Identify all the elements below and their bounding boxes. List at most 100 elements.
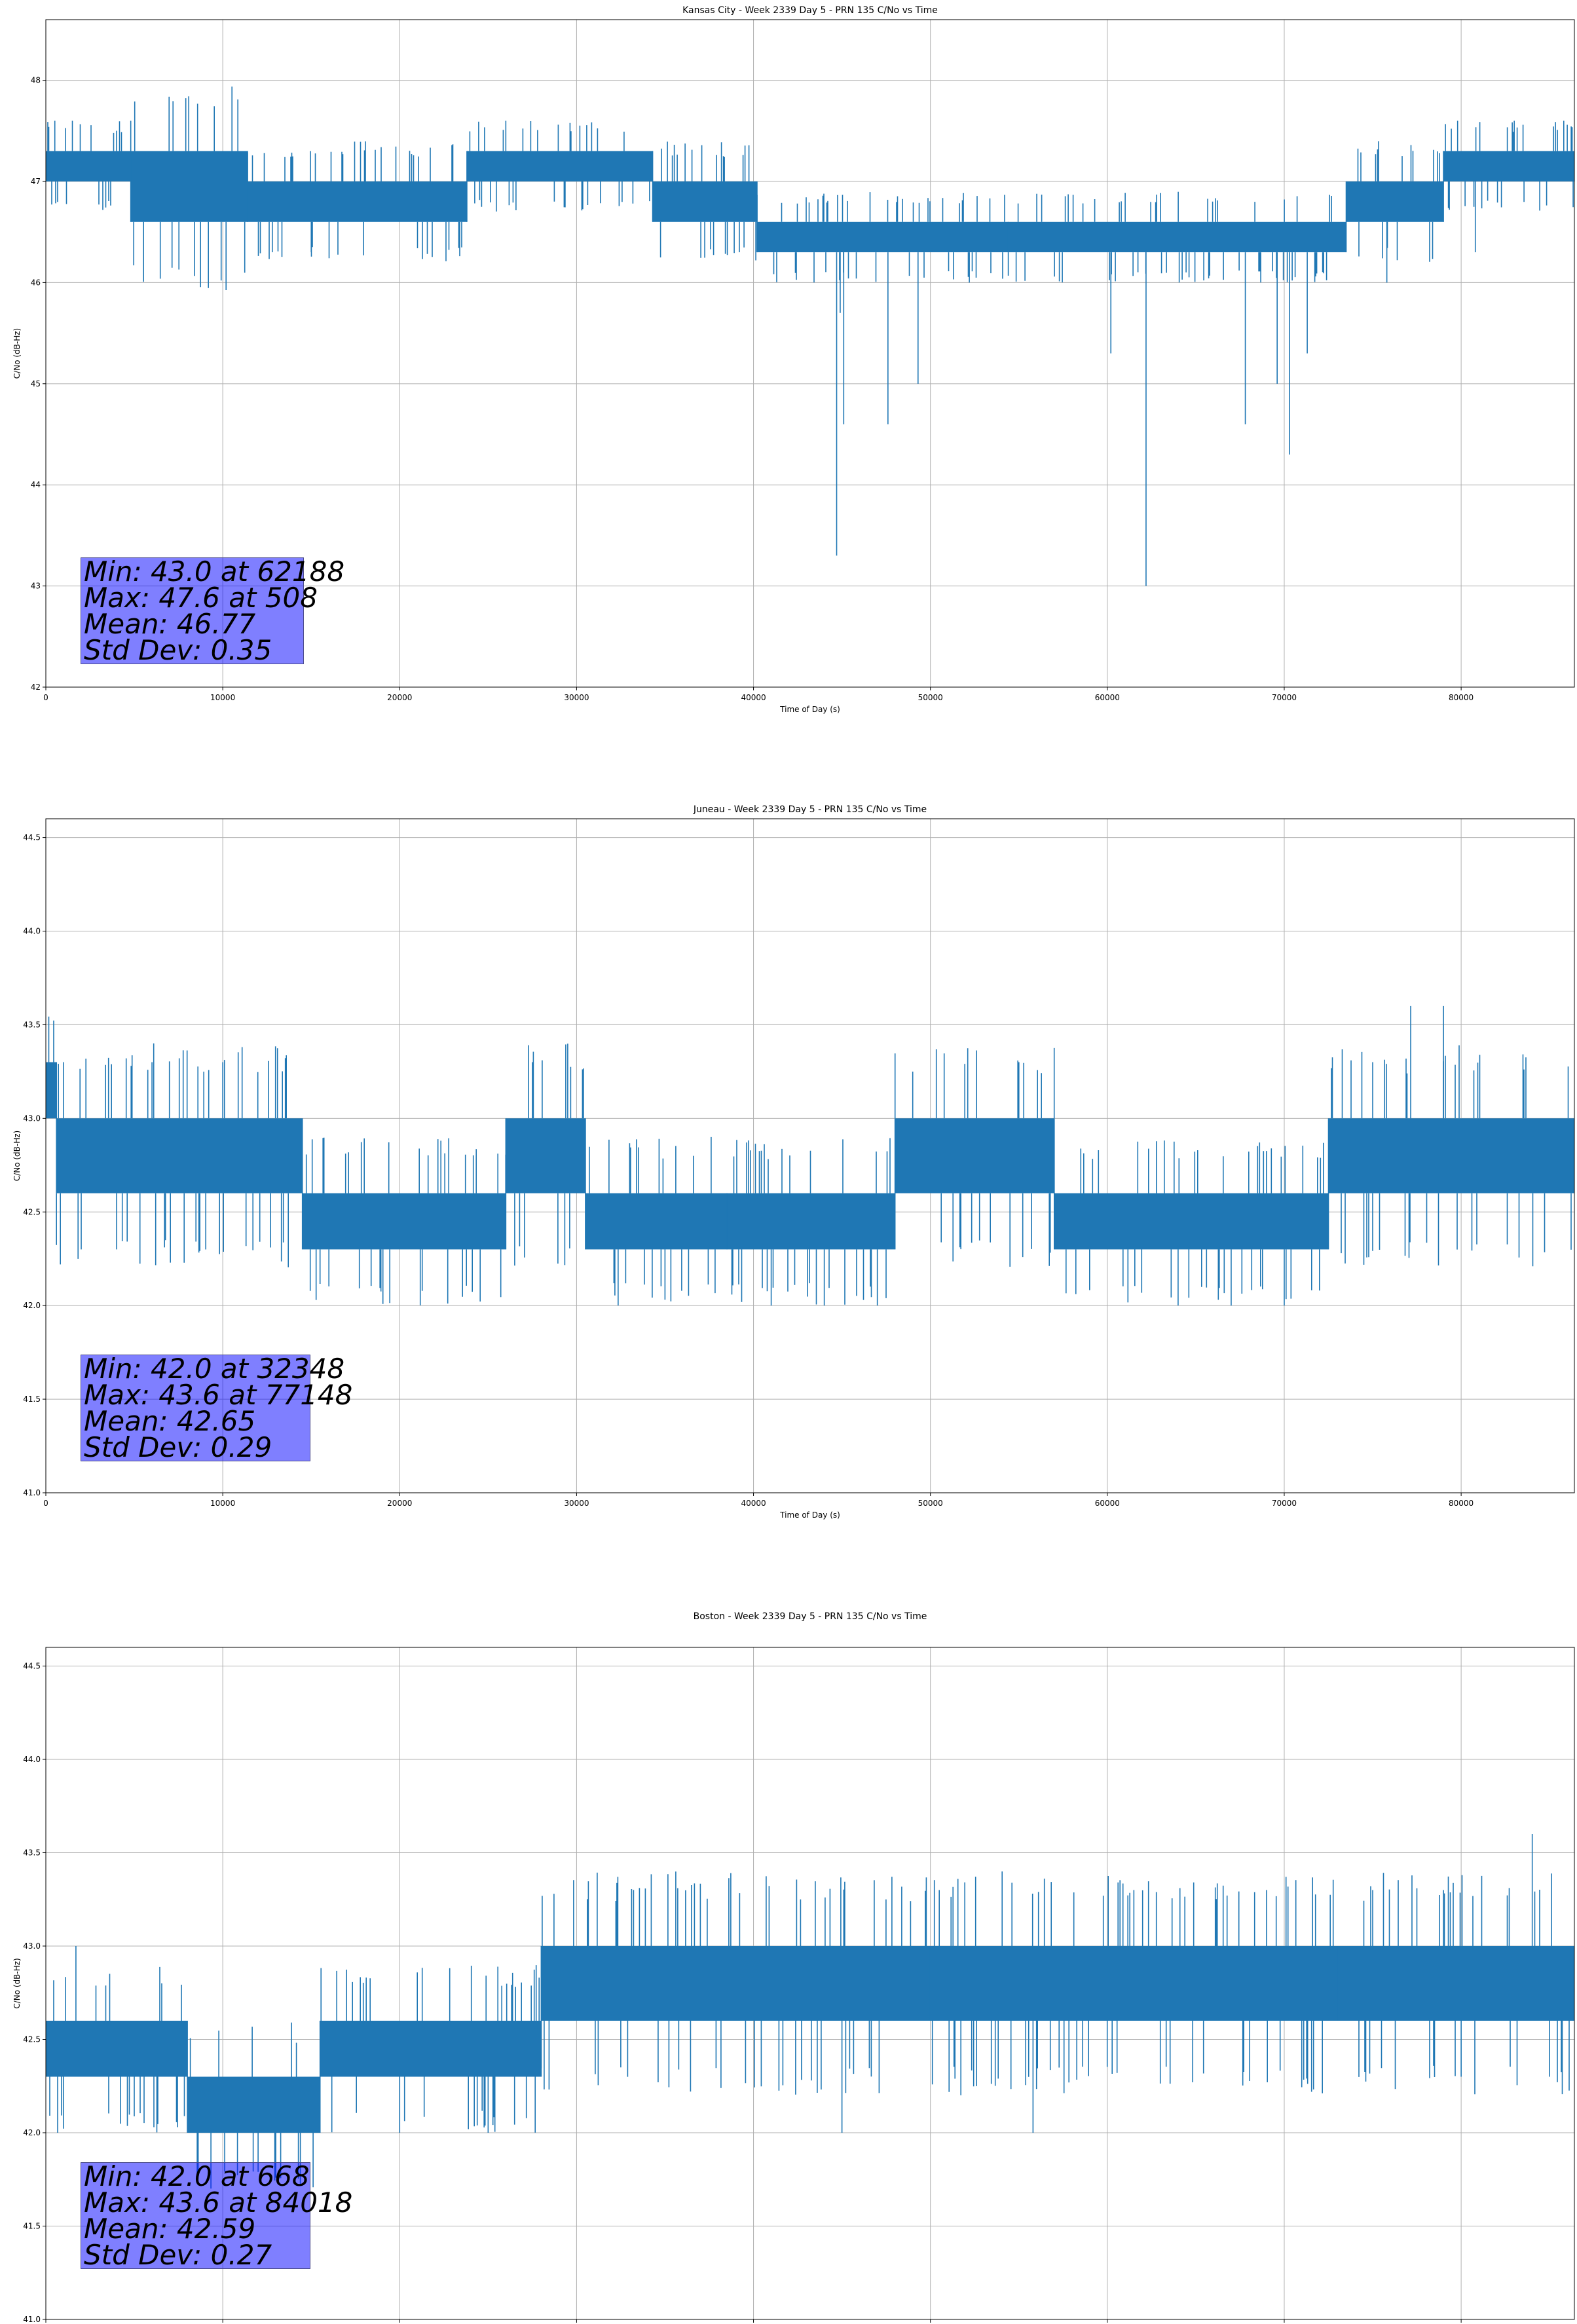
data-band	[46, 1062, 57, 1119]
data-band	[1328, 1118, 1574, 1193]
y-tick-label: 43	[31, 582, 41, 591]
stats-max: Max: 43.6 at 84018	[84, 2186, 353, 2219]
data-fringe	[1007, 191, 1332, 283]
stats-box: Min: 42.0 at 32348 Max: 43.6 at 77148 Me…	[81, 1353, 352, 1461]
data-fringe	[56, 1043, 289, 1267]
data-series-line	[46, 1834, 1574, 2189]
y-tick-label: 45	[31, 379, 41, 388]
x-tick-label: 40000	[741, 1499, 766, 1508]
x-tick-label: 70000	[1272, 1499, 1297, 1508]
stats-mean: Mean: 46.77	[84, 608, 256, 640]
data-band	[46, 2021, 188, 2077]
data-fringe	[931, 1871, 1334, 2095]
data-fringe	[659, 141, 756, 261]
data-fringe	[48, 1017, 54, 1062]
stats-min: Min: 43.0 at 62188	[84, 555, 345, 588]
data-fringe	[1358, 1873, 1570, 2095]
stats-min: Min: 42.0 at 668	[84, 2160, 310, 2192]
y-tick-label: 41.0	[23, 1488, 41, 1497]
data-fringe	[189, 2022, 314, 2189]
x-tick-label: 80000	[1449, 693, 1474, 702]
data-band	[247, 181, 467, 222]
y-tick-label: 41.0	[23, 2315, 41, 2324]
chart-svg: Juneau - Week 2339 Day 5 - PRN 135 C/No …	[12, 804, 1575, 1520]
y-tick-label: 44.5	[23, 1662, 41, 1671]
y-tick-label: 44.0	[23, 1755, 41, 1764]
y-tick-label: 42	[31, 683, 41, 692]
y-tick-label: 42.0	[23, 2128, 41, 2137]
data-band	[1346, 181, 1444, 222]
x-tick-label: 20000	[387, 1499, 412, 1508]
chart-title: Kansas City - Week 2339 Day 5 - PRN 135 …	[682, 5, 938, 16]
x-tick-label: 0	[43, 1499, 48, 1508]
data-band	[1337, 1946, 1574, 2021]
x-tick-label: 30000	[564, 1499, 589, 1508]
y-tick-label: 47	[31, 177, 41, 186]
y-tick-label: 41.5	[23, 2222, 41, 2231]
stats-box: Min: 42.0 at 668 Max: 43.6 at 84018 Mean…	[81, 2160, 353, 2271]
x-tick-label: 50000	[918, 693, 943, 702]
data-band	[930, 1946, 1338, 2021]
boston-chart-panel: Boston - Week 2339 Day 5 - PRN 135 C/No …	[0, 1565, 1577, 2324]
stats-stddev: Std Dev: 0.35	[84, 634, 272, 666]
y-tick-label: 44.0	[23, 927, 41, 936]
x-tick-label: 10000	[210, 1499, 235, 1508]
y-tick-label: 43.5	[23, 1848, 41, 1858]
y-tick-label: 46	[31, 278, 41, 287]
chart-svg: Boston - Week 2339 Day 5 - PRN 135 C/No …	[12, 1611, 1575, 2324]
data-band	[652, 181, 757, 222]
data-series-line	[46, 1005, 1574, 1306]
data-band	[320, 2021, 542, 2077]
data-fringe	[305, 1137, 506, 1305]
plot-frame	[45, 818, 1575, 1493]
x-tick-label: 10000	[210, 693, 235, 702]
y-axis-label: C/No (dB-Hz)	[12, 1958, 22, 2008]
data-band	[585, 1193, 728, 1250]
data-fringe	[49, 1966, 185, 2133]
juneau-chart-panel: Juneau - Week 2339 Day 5 - PRN 135 C/No …	[0, 793, 1577, 1565]
data-band	[302, 1193, 506, 1250]
data-band	[1443, 151, 1574, 182]
chart-svg: Kansas City - Week 2339 Day 5 - PRN 135 …	[12, 5, 1575, 714]
plot-frame	[45, 19, 1575, 688]
data-fringe	[514, 1043, 584, 1266]
data-band	[1054, 1193, 1329, 1250]
x-tick-label: 50000	[918, 1499, 943, 1508]
kansas-city-chart-panel: Kansas City - Week 2339 Day 5 - PRN 135 …	[0, 0, 1577, 793]
stats-box: Min: 43.0 at 62188 Max: 47.6 at 508 Mean…	[81, 555, 345, 666]
data-fringe	[47, 121, 122, 210]
y-tick-label: 43.0	[23, 1114, 41, 1123]
x-tick-label: 60000	[1095, 693, 1120, 702]
data-band	[756, 221, 1009, 253]
stats-stddev: Std Dev: 0.27	[84, 2239, 272, 2271]
x-tick-label: 20000	[387, 693, 412, 702]
data-band	[56, 1118, 303, 1193]
y-tick-label: 43.5	[23, 1020, 41, 1029]
y-tick-label: 42.0	[23, 1301, 41, 1310]
data-fringe	[469, 121, 650, 212]
stats-min: Min: 42.0 at 32348	[84, 1353, 345, 1385]
data-fringe	[589, 1136, 716, 1302]
data-band	[46, 151, 131, 182]
x-tick-label: 0	[43, 693, 48, 702]
y-tick-label: 48	[31, 76, 41, 85]
y-axis-label: C/No (dB-Hz)	[12, 328, 22, 379]
y-tick-label: 42.5	[23, 2035, 41, 2044]
data-series-line	[46, 86, 1574, 586]
x-tick-label: 60000	[1095, 1499, 1120, 1508]
y-axis-label: C/No (dB-Hz)	[12, 1131, 22, 1181]
x-tick-label: 30000	[564, 693, 589, 702]
data-band	[727, 1193, 895, 1250]
plot-frame	[45, 1647, 1575, 2320]
y-tick-label: 44	[31, 480, 41, 489]
data-band	[541, 1946, 931, 2021]
data-fringe	[894, 1047, 1055, 1267]
data-band	[506, 1118, 585, 1193]
data-fringe	[731, 1138, 891, 1305]
chart-title: Boston - Week 2339 Day 5 - PRN 135 C/No …	[694, 1611, 927, 1622]
y-tick-label: 43.0	[23, 1941, 41, 1951]
y-tick-label: 41.5	[23, 1395, 41, 1404]
data-fringe	[1066, 1140, 1324, 1303]
x-tick-label: 40000	[741, 693, 766, 702]
data-fringe	[133, 86, 246, 290]
